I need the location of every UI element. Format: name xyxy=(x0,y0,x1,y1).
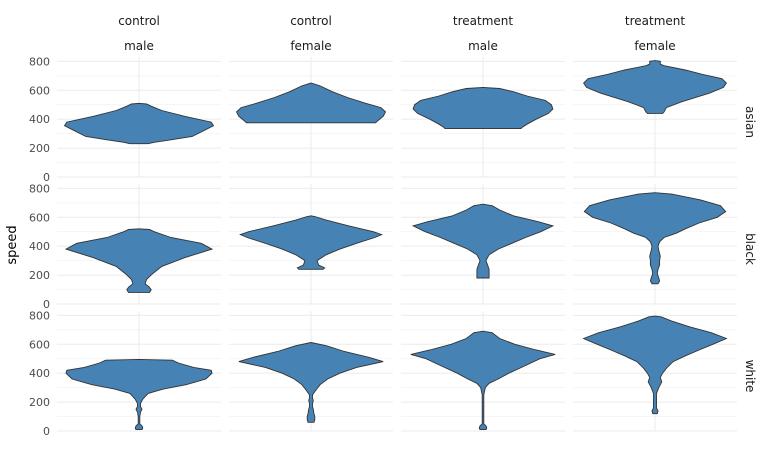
y-tick-label: 200 xyxy=(29,269,50,282)
y-tick-label: 400 xyxy=(29,240,50,253)
y-tick-label: 600 xyxy=(29,211,50,224)
y-axis-label: speed xyxy=(5,225,20,264)
y-tick-label: 400 xyxy=(29,367,50,380)
y-tick-label: 600 xyxy=(29,338,50,351)
y-tick-label: 800 xyxy=(29,55,50,68)
y-tick-label: 200 xyxy=(29,396,50,409)
y-tick-label: 600 xyxy=(29,84,50,97)
violin-asian-1 xyxy=(235,82,387,124)
violin-asian-0 xyxy=(63,102,215,145)
violin-white-2 xyxy=(410,330,556,431)
violin-white-0 xyxy=(65,358,213,431)
col-strip-label-line2: female xyxy=(634,39,675,53)
violin-asian-3 xyxy=(583,60,727,114)
y-tick-label: 0 xyxy=(43,298,50,311)
col-strip-label-line2: male xyxy=(124,39,154,53)
violin-black-2 xyxy=(411,203,555,279)
y-tick-label: 400 xyxy=(29,113,50,126)
col-strip-label-line2: male xyxy=(468,39,498,53)
y-tick-label: 800 xyxy=(29,309,50,322)
col-strip-label-line1: control xyxy=(118,14,160,28)
violin-white-1 xyxy=(238,342,384,423)
y-tick-label: 0 xyxy=(43,425,50,438)
violin-black-3 xyxy=(583,192,727,285)
row-strip-label: black xyxy=(743,233,757,265)
y-tick-label: 200 xyxy=(29,142,50,155)
violin-black-0 xyxy=(64,228,214,293)
violin-asian-2 xyxy=(412,86,554,130)
row-strip-label: asian xyxy=(743,106,757,138)
violin-white-3 xyxy=(582,315,728,415)
y-tick-label: 800 xyxy=(29,182,50,195)
row-strip-label: white xyxy=(743,360,757,393)
col-strip-label-line2: female xyxy=(290,39,331,53)
col-strip-label-line1: control xyxy=(290,14,332,28)
y-tick-label: 0 xyxy=(43,171,50,184)
col-strip-label-line1: treatment xyxy=(453,14,513,28)
violin-black-1 xyxy=(239,215,383,270)
col-strip-label-line1: treatment xyxy=(625,14,685,28)
